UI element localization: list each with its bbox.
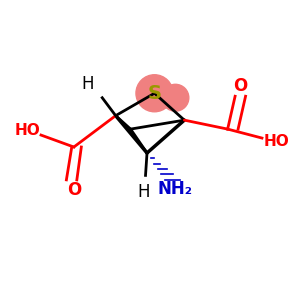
Text: H: H <box>138 183 150 201</box>
Text: H: H <box>81 75 94 93</box>
Circle shape <box>162 84 189 111</box>
Text: O: O <box>67 181 81 199</box>
Text: HO: HO <box>264 134 290 148</box>
Text: HO: HO <box>15 123 40 138</box>
Circle shape <box>136 75 173 112</box>
Text: NH₂: NH₂ <box>158 180 193 198</box>
Text: O: O <box>233 77 248 95</box>
Text: S: S <box>148 84 161 103</box>
